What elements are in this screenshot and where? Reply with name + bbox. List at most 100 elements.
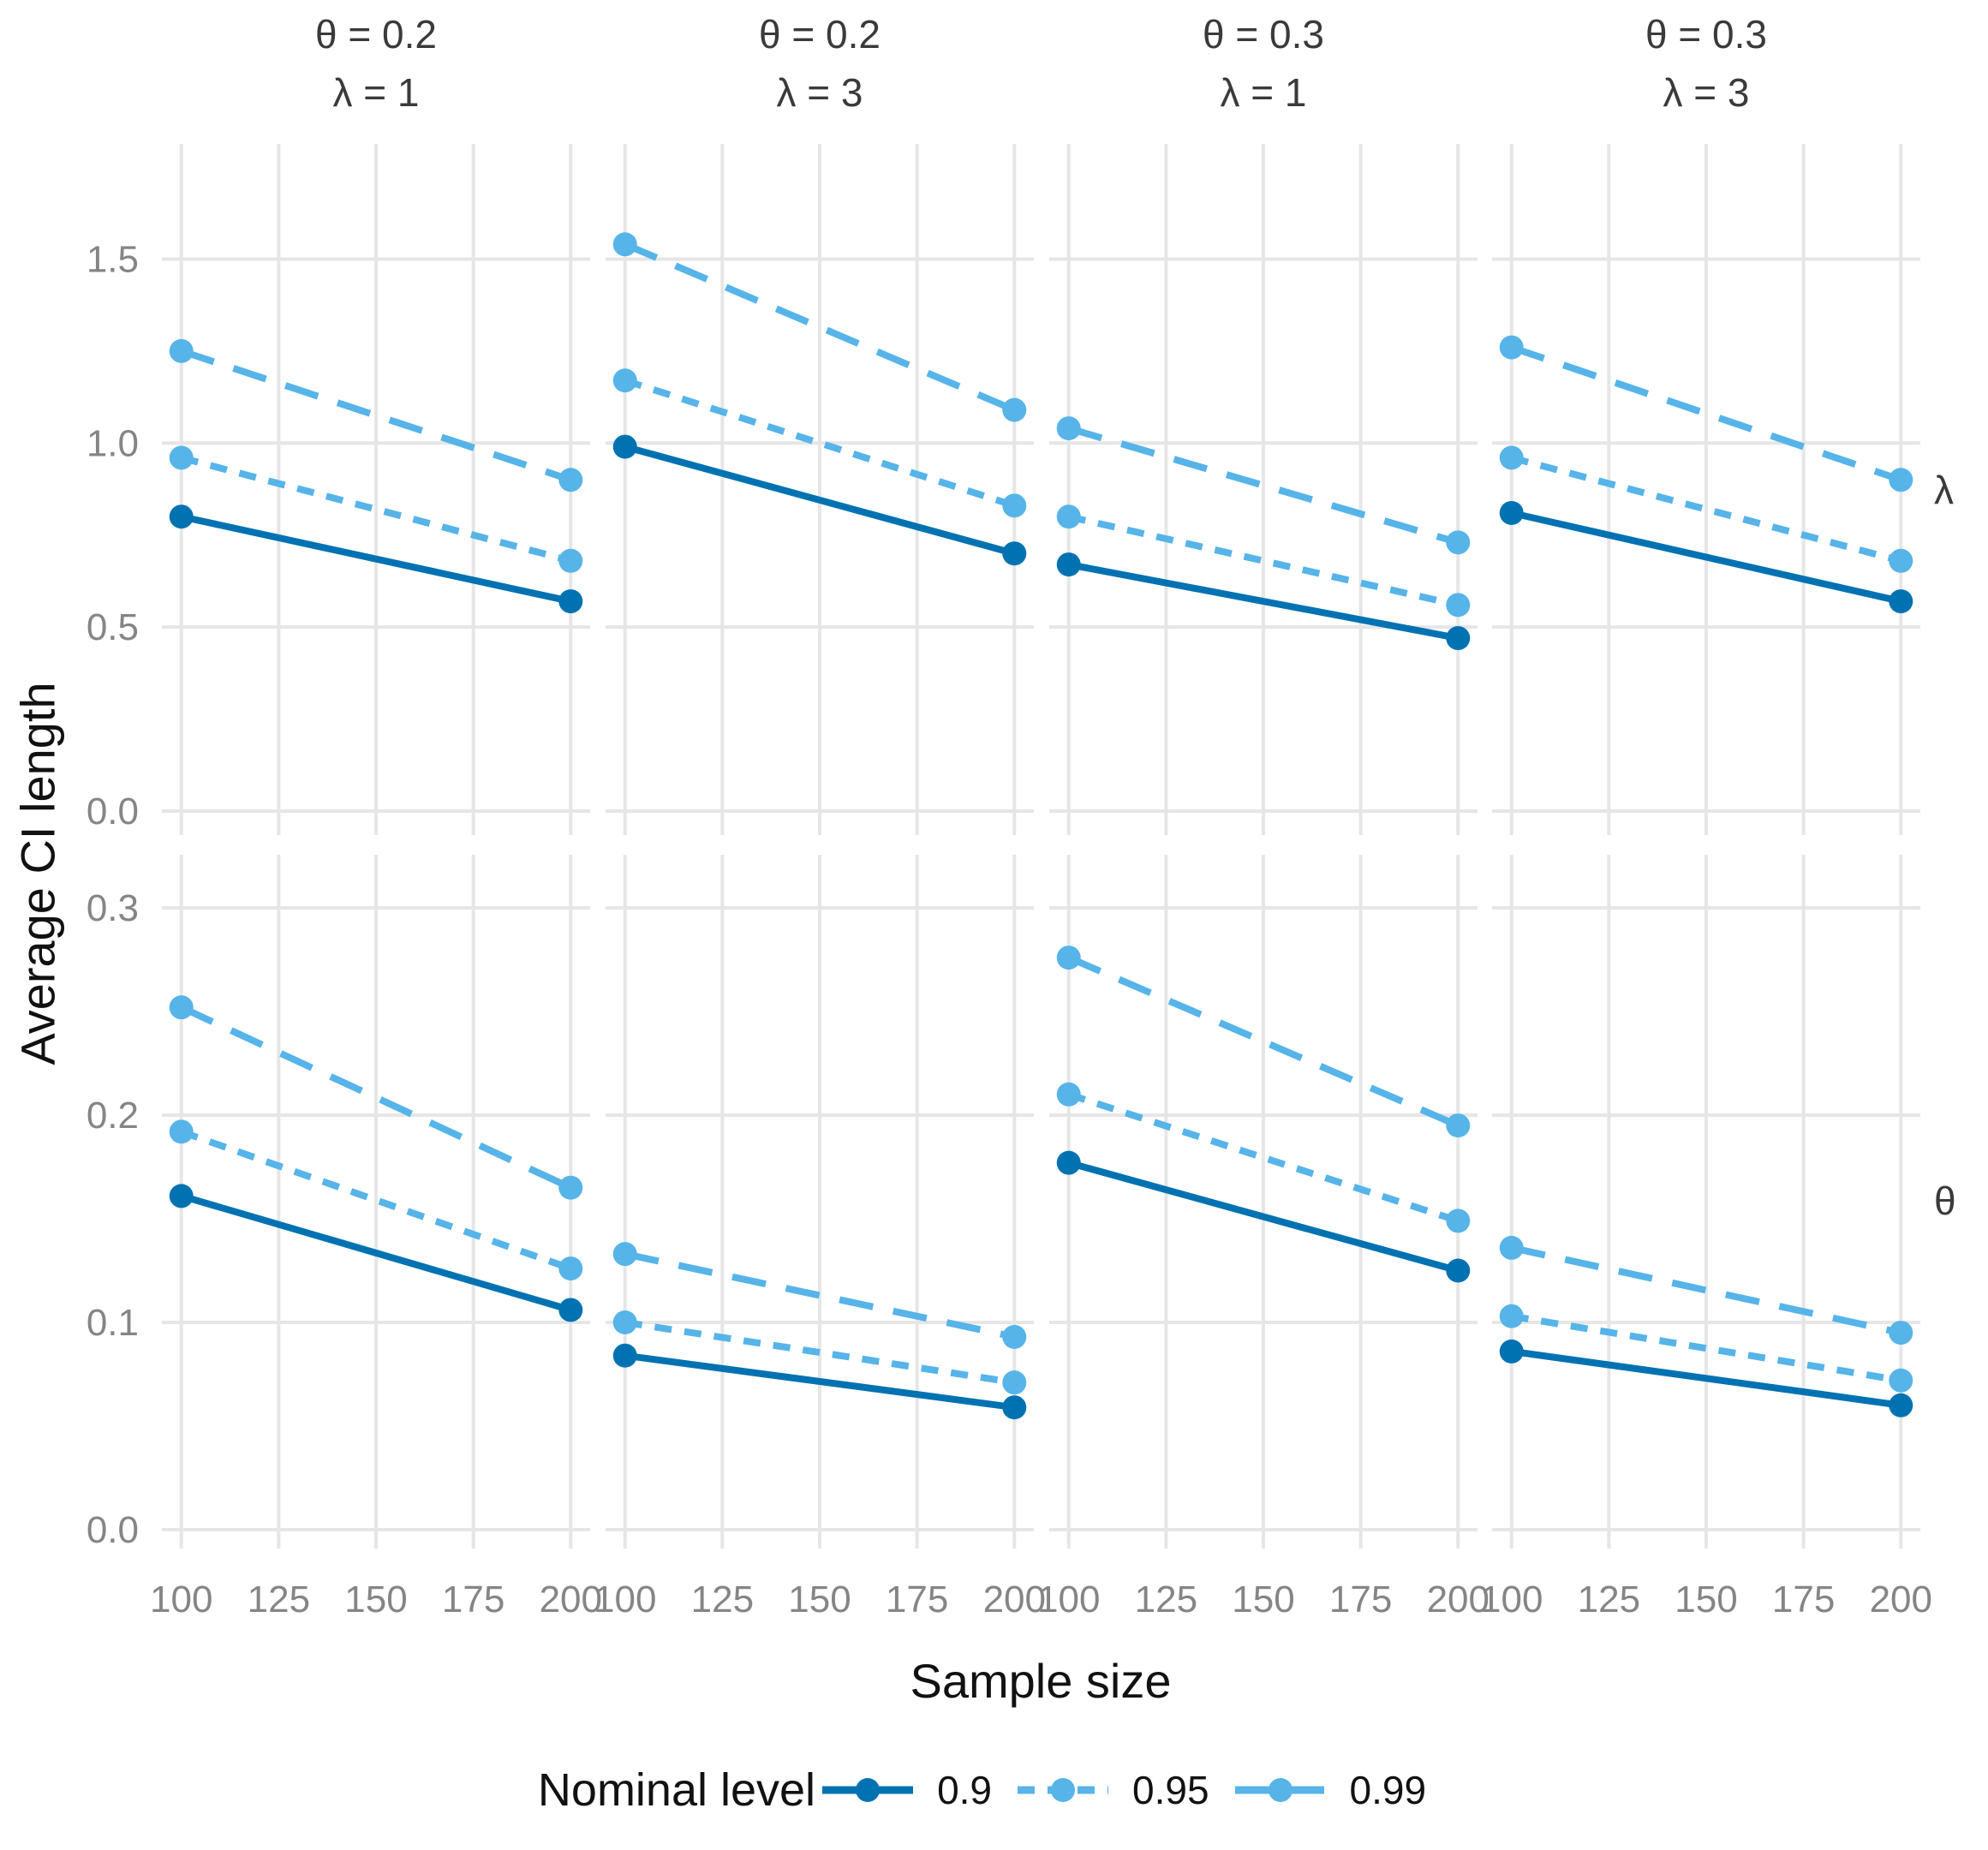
facet-strip-theta-label: θ = 0.3 bbox=[1203, 12, 1324, 57]
x-tick-label: 200 bbox=[1427, 1578, 1490, 1620]
facet-strip-theta-label: θ = 0.3 bbox=[1645, 12, 1767, 57]
data-point-0.99 bbox=[1889, 468, 1913, 492]
series-line-0.9 bbox=[1510, 510, 1902, 605]
data-point-0.99 bbox=[612, 1242, 637, 1267]
facet-strip-lambda-label: λ = 1 bbox=[332, 70, 420, 115]
data-point-0.99 bbox=[169, 338, 194, 363]
data-point-0.95 bbox=[169, 445, 194, 470]
data-point-0.99 bbox=[612, 232, 637, 257]
data-point-0.9 bbox=[1889, 1393, 1913, 1417]
series-line-0.9 bbox=[180, 1192, 572, 1314]
data-point-0.9 bbox=[169, 504, 194, 529]
facet-strip-col-1: θ = 0.2 λ = 1 bbox=[162, 9, 590, 118]
series-line-0.95 bbox=[1067, 513, 1460, 609]
y-tick-label: 0.3 bbox=[87, 887, 139, 929]
facet-strip-col-4: θ = 0.3 λ = 3 bbox=[1492, 9, 1920, 118]
series-line-0.95 bbox=[1067, 1090, 1460, 1225]
x-tick-label: 100 bbox=[1037, 1578, 1100, 1620]
x-tick-label: 100 bbox=[1480, 1578, 1543, 1620]
series-line-0.99 bbox=[180, 348, 572, 484]
data-point-0.9 bbox=[1889, 589, 1913, 614]
data-point-0.99 bbox=[1002, 397, 1027, 422]
data-point-0.9 bbox=[612, 1343, 637, 1368]
data-point-0.9 bbox=[612, 434, 637, 459]
data-point-0.99 bbox=[1056, 416, 1081, 441]
series-line-0.9 bbox=[1067, 1159, 1460, 1274]
y-axis-title: Average CI length bbox=[10, 682, 65, 1065]
legend-key-line-icon bbox=[822, 1778, 914, 1802]
facet-strip-theta-label: θ = 0.2 bbox=[759, 12, 881, 57]
x-tick-label: 175 bbox=[1329, 1578, 1392, 1620]
x-tick-label: 100 bbox=[150, 1578, 212, 1620]
data-point-0.95 bbox=[558, 548, 583, 573]
data-point-0.9 bbox=[1002, 1395, 1027, 1420]
facet-strip-lambda-label: λ = 3 bbox=[1663, 70, 1750, 115]
data-point-0.99 bbox=[1499, 1235, 1524, 1260]
data-point-0.99 bbox=[558, 1175, 583, 1200]
legend: Nominal level 0.9 0.95 0.99 bbox=[0, 1739, 1988, 1841]
facet-strip-row-theta: θ bbox=[1934, 1179, 1956, 1223]
facet-strip-lambda-label: λ = 1 bbox=[1220, 70, 1307, 115]
x-tick-label: 150 bbox=[788, 1578, 851, 1620]
x-tick-label: 200 bbox=[540, 1578, 602, 1620]
x-tick-label: 150 bbox=[1675, 1578, 1737, 1620]
x-tick-label: 125 bbox=[691, 1578, 754, 1620]
y-tick-label: 0.5 bbox=[87, 606, 139, 648]
data-point-0.95 bbox=[169, 1119, 194, 1144]
x-tick-label: 125 bbox=[1135, 1578, 1197, 1620]
data-point-0.99 bbox=[1889, 1321, 1913, 1346]
series-line-0.99 bbox=[1067, 425, 1460, 546]
data-point-0.9 bbox=[1056, 1150, 1081, 1175]
legend-key-point bbox=[1051, 1778, 1076, 1802]
facet-strip-lambda-label: λ = 3 bbox=[776, 70, 863, 115]
data-point-0.99 bbox=[1056, 946, 1081, 970]
x-tick-label: 200 bbox=[1870, 1578, 1932, 1620]
legend-key-line-icon bbox=[1018, 1778, 1109, 1802]
legend-title: Nominal level bbox=[537, 1764, 816, 1816]
data-point-0.9 bbox=[1499, 1339, 1524, 1364]
series-line-0.95 bbox=[180, 1128, 572, 1272]
legend-key-point bbox=[856, 1778, 881, 1802]
y-tick-label: 0.2 bbox=[87, 1095, 139, 1137]
data-point-0.95 bbox=[558, 1256, 583, 1281]
data-point-0.95 bbox=[612, 368, 637, 393]
data-point-0.99 bbox=[1002, 1324, 1027, 1349]
legend-key-point bbox=[1268, 1778, 1292, 1802]
series-line-0.99 bbox=[1067, 954, 1460, 1129]
x-tick-label: 175 bbox=[1772, 1578, 1835, 1620]
x-axis-title: Sample size bbox=[910, 1654, 1172, 1708]
data-point-0.9 bbox=[558, 1298, 583, 1322]
data-point-0.99 bbox=[169, 995, 194, 1020]
data-point-0.99 bbox=[1499, 335, 1524, 360]
data-point-0.9 bbox=[1002, 541, 1027, 566]
facet-strip-col-3: θ = 0.3 λ = 1 bbox=[1049, 9, 1478, 118]
series-line-0.99 bbox=[1510, 343, 1902, 484]
series-line-0.95 bbox=[1511, 1312, 1901, 1384]
data-point-0.9 bbox=[169, 1184, 194, 1208]
x-tick-label: 200 bbox=[983, 1578, 1046, 1620]
legend-item-label: 0.9 bbox=[937, 1768, 993, 1812]
series-line-0.9 bbox=[1067, 561, 1460, 642]
legend-key-line-icon bbox=[1234, 1778, 1326, 1802]
x-tick-label: 175 bbox=[442, 1578, 504, 1620]
y-tick-label: 1.5 bbox=[87, 238, 139, 280]
data-point-0.95 bbox=[1002, 493, 1027, 518]
series-line-0.99 bbox=[624, 241, 1016, 414]
legend-item-label: 0.95 bbox=[1132, 1768, 1209, 1812]
data-point-0.9 bbox=[1446, 1258, 1471, 1283]
facet-strip-theta-label: θ = 0.2 bbox=[315, 12, 437, 57]
facet-strip-col-2: θ = 0.2 λ = 3 bbox=[606, 9, 1034, 118]
data-point-0.95 bbox=[1446, 1208, 1471, 1233]
legend-item-0.9: 0.9 bbox=[821, 1767, 992, 1813]
facet-strip-row-lambda: λ bbox=[1934, 468, 1954, 512]
data-point-0.95 bbox=[1002, 1370, 1027, 1395]
series-line-0.9 bbox=[624, 443, 1016, 558]
x-tick-label: 150 bbox=[1232, 1578, 1294, 1620]
series-line-0.95 bbox=[1510, 454, 1902, 564]
data-point-0.9 bbox=[1499, 500, 1524, 525]
legend-item-label: 0.99 bbox=[1349, 1768, 1427, 1812]
data-point-0.9 bbox=[1056, 552, 1081, 577]
data-point-0.99 bbox=[1446, 1113, 1471, 1138]
